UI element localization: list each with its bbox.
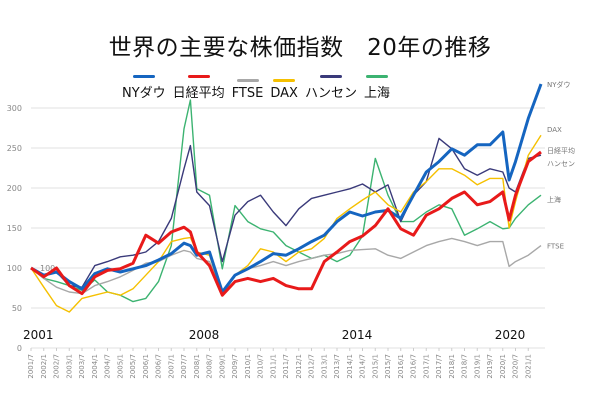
y-tick-label: 300 bbox=[7, 104, 22, 113]
x-tick-label: 2014/7 bbox=[359, 354, 367, 379]
x-tick-label: 2018/1 bbox=[448, 354, 456, 379]
y-tick-label: 200 bbox=[7, 184, 22, 193]
x-tick-label: 2008/7 bbox=[206, 354, 214, 379]
x-tick-label: 2017/7 bbox=[435, 354, 443, 379]
x-tick-label: 2010/7 bbox=[257, 354, 265, 379]
x-tick-label: 2011/1 bbox=[269, 354, 277, 379]
annotation-label: 100 bbox=[40, 264, 55, 273]
x-tick-label: 2020/1 bbox=[499, 354, 507, 379]
x-tick-label: 2017/1 bbox=[422, 354, 430, 379]
year-label: 2001 bbox=[23, 328, 54, 342]
series-end-label: 日経平均 bbox=[547, 146, 575, 155]
x-tick-label: 2007/7 bbox=[180, 354, 188, 379]
x-tick-label: 2012/1 bbox=[295, 354, 303, 379]
x-tick-label: 2006/7 bbox=[155, 354, 163, 379]
series-line-2 bbox=[30, 237, 542, 295]
legend-item: 上海 bbox=[364, 75, 390, 101]
x-tick-label: 2015/7 bbox=[384, 354, 392, 379]
series-end-label: FTSE bbox=[547, 243, 564, 251]
legend-swatch bbox=[187, 75, 210, 78]
series-line-0 bbox=[30, 83, 543, 294]
x-tick-label: 2018/7 bbox=[461, 354, 469, 379]
legend-swatch bbox=[132, 75, 155, 78]
legend-swatch bbox=[236, 79, 259, 82]
y-tick-label: 100 bbox=[7, 264, 22, 273]
x-tick-label: 2015/1 bbox=[371, 354, 379, 379]
year-label: 2020 bbox=[495, 328, 526, 342]
legend-item: NYダウ bbox=[122, 75, 166, 101]
legend-label: NYダウ bbox=[122, 86, 166, 101]
x-tick-label: 2019/1 bbox=[473, 354, 481, 379]
x-tick-label: 2007/1 bbox=[167, 354, 175, 379]
series-end-label: 上海 bbox=[547, 195, 561, 204]
legend: NYダウ 日経平均 FTSE DAX ハンセン 上海 bbox=[122, 75, 397, 101]
legend-item: FTSE bbox=[231, 79, 264, 101]
chart-title: 世界の主要な株価指数 20年の推移 bbox=[108, 35, 492, 61]
x-tick-label: 2002/7 bbox=[53, 354, 61, 379]
legend-label: 上海 bbox=[363, 86, 390, 101]
legend-label: DAX bbox=[270, 86, 298, 101]
x-tick-label: 2013/1 bbox=[320, 354, 328, 379]
x-tick-label: 2006/1 bbox=[142, 354, 150, 379]
x-tick-label: 2012/7 bbox=[308, 354, 316, 379]
y-tick-label: 150 bbox=[7, 224, 22, 233]
legend-label: 日経平均 bbox=[172, 86, 225, 101]
legend-label: FTSE bbox=[231, 86, 264, 101]
series-line-3 bbox=[30, 134, 542, 313]
x-tick-label: 2005/7 bbox=[129, 354, 137, 379]
year-label: 2014 bbox=[342, 328, 373, 342]
legend-item: ハンセン bbox=[305, 75, 357, 101]
series-end-label: DAX bbox=[547, 126, 562, 134]
legend-label: ハンセン bbox=[304, 86, 357, 101]
x-tick-label: 2001/7 bbox=[27, 354, 35, 379]
legend-item: 日経平均 bbox=[173, 75, 225, 101]
x-tick-label: 2013/7 bbox=[333, 354, 341, 379]
y-tick-label: 0 bbox=[17, 344, 22, 353]
x-tick-label: 2004/7 bbox=[104, 354, 112, 379]
x-tick-label: 2011/7 bbox=[282, 354, 290, 379]
series-line-4 bbox=[30, 137, 542, 288]
legend-swatch bbox=[273, 79, 296, 82]
x-tick-label: 2019/7 bbox=[486, 354, 494, 379]
x-tick-label: 2016/1 bbox=[397, 354, 405, 379]
y-tick-label: 50 bbox=[12, 304, 22, 313]
y-tick-label: 250 bbox=[7, 144, 22, 153]
x-tick-label: 2003/7 bbox=[78, 354, 86, 379]
year-label: 2008 bbox=[189, 328, 220, 342]
x-tick-label: 2021/1 bbox=[524, 354, 532, 379]
x-tick-label: 2009/1 bbox=[218, 354, 226, 379]
legend-swatch bbox=[365, 75, 388, 78]
x-tick-label: 2003/1 bbox=[65, 354, 73, 379]
legend-item: DAX bbox=[270, 79, 298, 101]
x-tick-label: 2008/1 bbox=[193, 354, 201, 379]
x-tick-label: 2004/1 bbox=[91, 354, 99, 379]
x-tick-label: 2020/7 bbox=[512, 354, 520, 379]
x-tick-label: 2002/1 bbox=[40, 354, 48, 379]
x-tick-label: 2010/1 bbox=[244, 354, 252, 379]
series-end-label: NYダウ bbox=[547, 80, 571, 89]
x-tick-label: 2005/1 bbox=[116, 354, 124, 379]
x-tick-label: 2014/1 bbox=[346, 354, 354, 379]
x-tick-label: 2009/7 bbox=[231, 354, 239, 379]
legend-swatch bbox=[319, 75, 342, 78]
series-end-label: ハンセン bbox=[547, 160, 575, 168]
series-line-1 bbox=[30, 150, 542, 297]
x-tick-label: 2016/7 bbox=[410, 354, 418, 379]
